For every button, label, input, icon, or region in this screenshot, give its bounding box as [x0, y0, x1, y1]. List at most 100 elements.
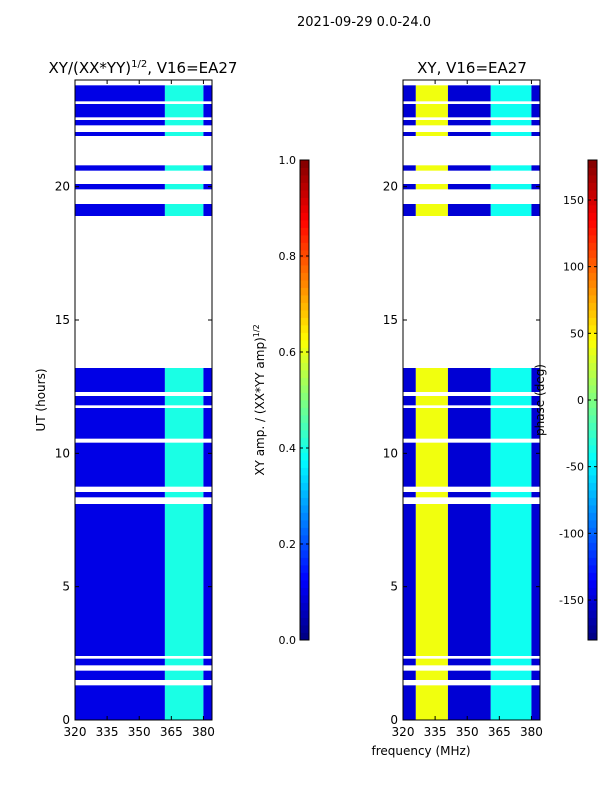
colorbar-step	[300, 190, 309, 198]
colorbar-step	[300, 160, 309, 168]
heat-cell-13-1	[415, 120, 448, 126]
colorbar-step	[588, 347, 597, 356]
colorbar-step	[588, 445, 597, 453]
heat-cell-1-0	[403, 670, 416, 680]
colorbar-tick-label: 0.8	[279, 250, 297, 263]
colorbar-step	[588, 542, 597, 551]
colorbar-step	[588, 632, 597, 641]
heat-cell-0-2	[447, 685, 491, 720]
colorbar-step	[300, 535, 309, 543]
heat-cell-5-0	[403, 442, 416, 487]
colorbar-step	[588, 452, 597, 461]
colorbar-step	[300, 467, 309, 476]
heat-cell-8-4	[531, 368, 540, 392]
x-tick-label: 350	[456, 725, 479, 739]
heat-cell-4-0	[75, 492, 165, 498]
heat-cell-1-2	[447, 670, 491, 680]
heat-cell-10-0	[403, 184, 416, 190]
colorbar-step	[300, 557, 309, 566]
colorbar-step	[588, 550, 597, 558]
colorbar-step	[300, 242, 309, 251]
heat-cell-10-1	[164, 184, 204, 190]
x-tick-label: 335	[424, 725, 447, 739]
heat-cell-14-4	[531, 104, 540, 118]
y-tick-label: 5	[62, 580, 70, 594]
colorbar-step	[588, 520, 597, 528]
colorbar-step	[588, 527, 597, 536]
heat-cell-2-0	[403, 658, 416, 666]
colorbar-tick-label: -50	[566, 461, 584, 474]
heat-cell-1-1	[164, 670, 204, 680]
heat-cell-1-4	[531, 670, 540, 680]
colorbar-tick-label: -100	[559, 527, 584, 540]
heat-cell-6-4	[531, 408, 540, 439]
heat-cell-0-0	[75, 685, 165, 720]
colorbar-step	[588, 332, 597, 341]
heat-cell-5-0	[75, 442, 165, 487]
heat-cell-2-2	[203, 658, 212, 666]
heat-cell-6-1	[164, 408, 204, 439]
amplitude-heatmap	[75, 85, 212, 720]
colorbar-step	[300, 310, 309, 318]
heat-cell-14-1	[164, 104, 204, 118]
y-tick-label: 5	[390, 580, 398, 594]
heat-cell-12-0	[75, 132, 165, 136]
heat-cell-9-1	[164, 204, 204, 216]
heat-cell-6-1	[415, 408, 448, 439]
heat-cell-15-1	[415, 85, 448, 102]
colorbar-step	[300, 175, 309, 183]
heat-cell-13-1	[164, 120, 204, 126]
figure-suptitle: 2021-09-29 0.0-24.0	[297, 15, 431, 30]
colorbar-step	[300, 415, 309, 423]
x-tick-label: 350	[128, 725, 151, 739]
heat-cell-8-0	[403, 368, 416, 392]
colorbar-tick-label: 150	[563, 194, 584, 207]
colorbar-step	[588, 512, 597, 521]
heat-cell-8-1	[415, 368, 448, 392]
colorbar-step	[588, 295, 597, 303]
colorbar-step	[588, 490, 597, 498]
heat-cell-14-2	[203, 104, 212, 118]
colorbar-tick-label: 0.0	[279, 634, 297, 647]
colorbar-step	[588, 265, 597, 273]
colorbar-step	[300, 437, 309, 446]
heat-cell-12-1	[415, 132, 448, 136]
colorbar-step	[300, 587, 309, 596]
colorbar-step	[588, 272, 597, 281]
shared-xlabel: frequency (MHz)	[371, 744, 470, 758]
heat-cell-15-1	[164, 85, 204, 102]
heat-cell-11-4	[531, 165, 540, 171]
heat-cell-7-0	[75, 396, 165, 406]
heat-cell-1-0	[75, 670, 165, 680]
heat-cell-3-0	[403, 504, 416, 656]
amplitude-colorbar: 0.0 0.2 0.4 0.6 0.8 1.0	[279, 154, 310, 647]
colorbar-step	[588, 167, 597, 176]
colorbar-step	[300, 430, 309, 438]
colorbar-step	[588, 377, 597, 386]
heat-cell-10-0	[75, 184, 165, 190]
heat-cell-6-2	[447, 408, 491, 439]
colorbar-step	[588, 535, 597, 543]
colorbar-step	[588, 595, 597, 603]
heat-cell-7-2	[203, 396, 212, 406]
colorbar-step	[300, 250, 309, 258]
colorbar-step	[300, 512, 309, 521]
axes-frame	[74, 79, 213, 721]
colorbar-step	[588, 175, 597, 183]
heat-cell-8-1	[164, 368, 204, 392]
heat-cell-14-0	[75, 104, 165, 118]
colorbar-step	[588, 220, 597, 228]
colorbar-step	[588, 392, 597, 401]
heat-cell-13-2	[203, 120, 212, 126]
heat-cell-1-1	[415, 670, 448, 680]
colorbar-step	[588, 610, 597, 618]
heat-cell-5-1	[415, 442, 448, 487]
heat-cell-2-4	[531, 658, 540, 666]
heat-cell-8-2	[447, 368, 491, 392]
heat-cell-9-0	[75, 204, 165, 216]
colorbar-step	[588, 625, 597, 633]
phase-colorbar-label: phase (deg)	[533, 364, 547, 436]
x-tick-label: 335	[96, 725, 119, 739]
colorbar-step	[300, 280, 309, 288]
heat-cell-13-0	[403, 120, 416, 126]
